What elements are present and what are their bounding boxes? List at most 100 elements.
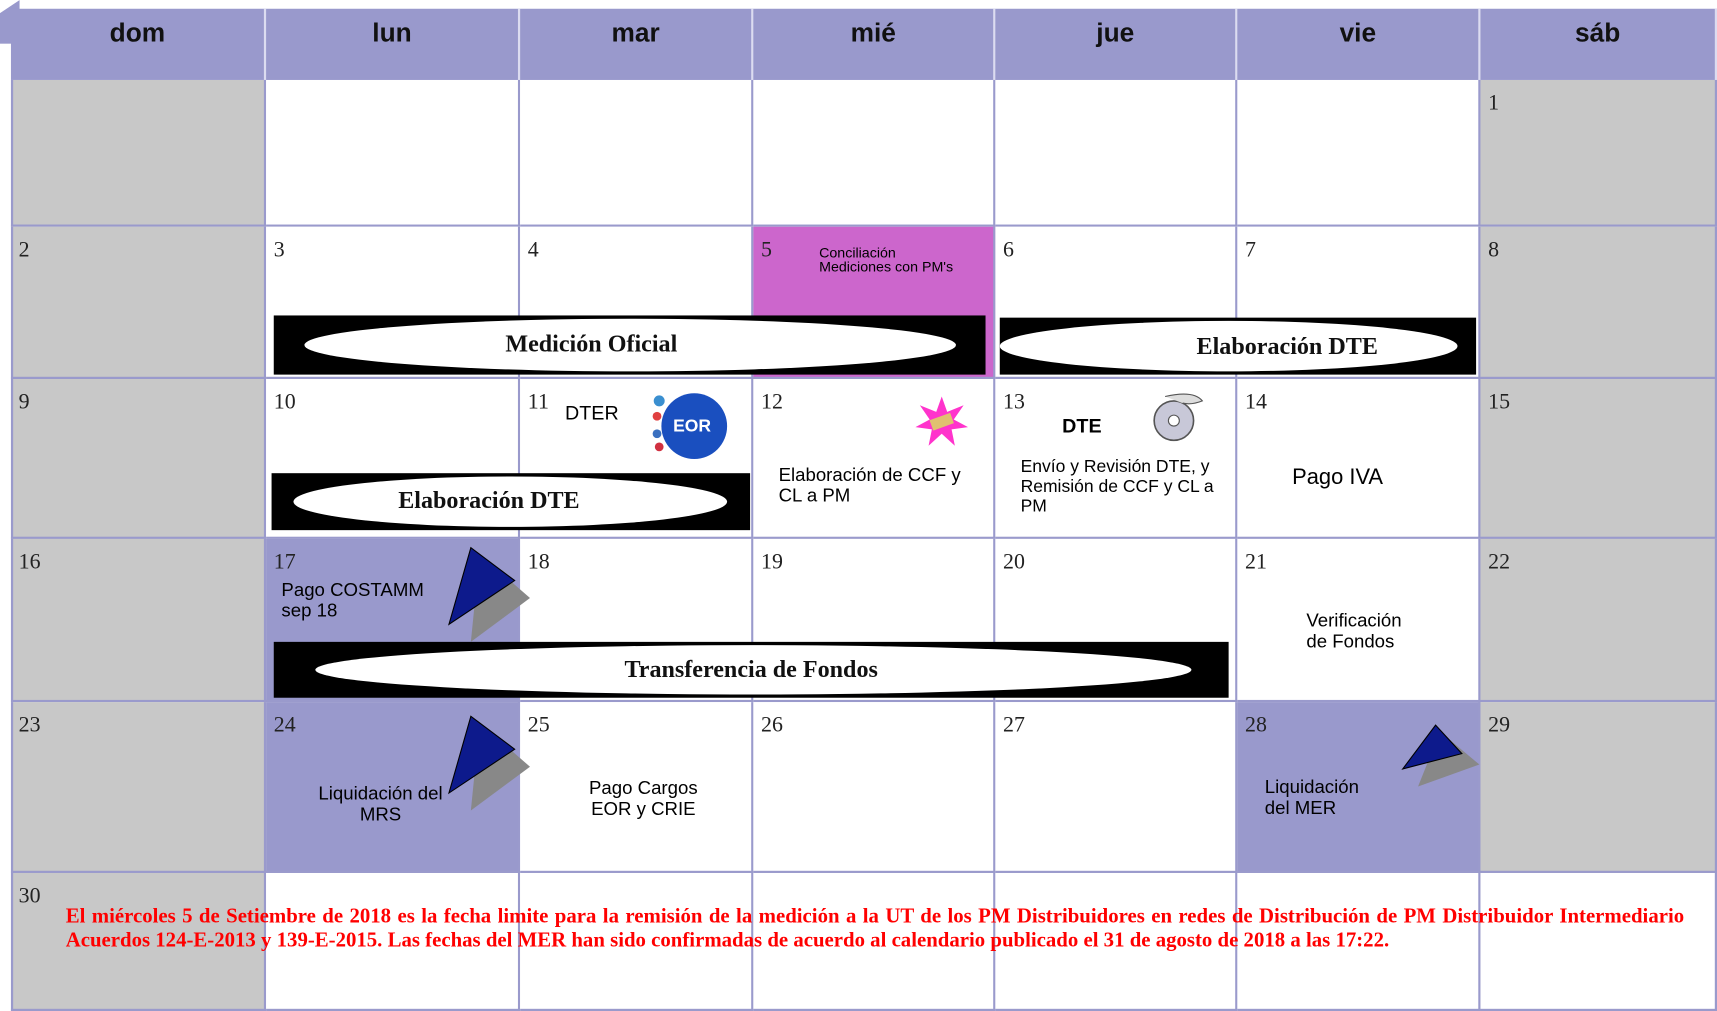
day-number: 20 [1003,549,1025,574]
day-number: 30 [18,883,41,909]
day-number: 8 [1488,237,1500,262]
banner-label: Elaboración DTE [1196,331,1378,360]
day-number: 15 [1488,389,1511,415]
burst-icon [915,396,969,446]
weekday-header: dom [10,8,267,80]
cd-hole [1167,414,1180,427]
banner: Elaboración DTE [999,317,1477,375]
weekday-header: lun [266,8,521,80]
triangle-icon [448,715,530,811]
day-number: 29 [1488,713,1511,738]
banner-label: Medición Oficial [505,329,678,358]
day-number: 28 [1245,713,1267,738]
day-cell [520,79,754,227]
day-number: 25 [527,713,550,738]
day-cell [995,378,1238,539]
event-text: DTER [565,401,619,424]
triangle [448,715,516,795]
banner: Elaboración DTE [271,473,751,531]
day-cell [753,872,996,1011]
triangle-icon [1401,724,1480,787]
triangle-icon [448,546,530,642]
banner: Medición Oficial [273,315,986,375]
triangle-shadow [1418,731,1480,787]
day-cell [995,872,1238,1011]
day-cell [995,79,1238,227]
day-cell [10,538,267,703]
day-number: 26 [761,713,783,738]
day-number: 16 [18,549,41,574]
globe [661,393,728,459]
day-number: 19 [761,549,783,574]
day-cell [1237,872,1481,1011]
day-cell [753,702,996,873]
day-cell [10,378,267,539]
icon-dot [652,411,662,421]
icon-dot [652,429,662,439]
day-cell [520,872,754,1011]
day-cell [1480,872,1717,1011]
banner: Transferencia de Fondos [273,641,1229,698]
day-number: 17 [273,549,296,574]
event-text: Verificación de Fondos [1306,610,1402,652]
day-number: 9 [18,389,30,415]
cd-icon [1153,393,1204,442]
day-cell [10,702,267,873]
weekday-header: vie [1237,8,1481,80]
day-cell [753,378,996,539]
event-text: Envío y Revisión DTE, y Remisión de CCF … [1020,457,1214,516]
day-cell [1480,538,1717,703]
event-text: Pago Cargos EOR y CRIE [588,777,698,820]
weekday-header: jue [995,8,1238,80]
weekday-header: mié [753,8,996,80]
day-number: 7 [1245,237,1256,262]
icon-dot [653,395,665,407]
day-cell [1480,226,1717,379]
event-text: Liquidación del MER [1264,776,1359,819]
triangle [1401,724,1463,770]
banner-label: Transferencia de Fondos [624,655,878,683]
day-cell [995,702,1238,873]
day-number: 18 [527,549,550,574]
triangle [448,546,516,626]
eor-icon: EOR [652,393,728,459]
day-cell [1480,79,1717,227]
event-text: Conciliación Mediciones con PM's [819,244,954,275]
day-cell [1237,538,1481,703]
weekday-header: mar [520,8,754,80]
day-number: 2 [18,237,30,262]
day-cell [1237,378,1481,539]
day-cell [10,226,267,379]
cd-paper [1164,393,1204,405]
day-number: 5 [761,237,772,262]
day-cell [1480,378,1717,539]
burst-paper [929,412,954,431]
day-number: 14 [1245,389,1267,415]
day-number: 12 [761,389,783,415]
day-number: 21 [1245,549,1267,574]
day-cell [266,79,521,227]
day-number: 27 [1003,713,1025,738]
event-text: Elaboración de CCF y CL a PM [778,464,961,507]
event-text: Pago COSTAMM sep 18 [281,579,424,622]
day-cell [1237,79,1481,227]
day-number: 11 [527,389,549,415]
icon-label: EOR [673,416,711,436]
event-text: DTE [1062,415,1102,438]
note: El miércoles 5 de Setiembre de 2018 es l… [65,904,1685,952]
day-number: 22 [1488,549,1511,574]
day-cell [1480,702,1717,873]
weekday-header: sáb [1480,8,1717,80]
banner-label: Elaboración DTE [398,486,580,514]
day-number: 24 [273,713,296,738]
day-cell [753,79,996,227]
event-text: Pago IVA [1292,465,1384,490]
day-number: 13 [1003,389,1025,415]
day-cell [10,79,267,227]
day-number: 1 [1488,90,1500,116]
event-text: Liquidación del MRS [318,783,443,825]
day-cell [520,702,754,873]
